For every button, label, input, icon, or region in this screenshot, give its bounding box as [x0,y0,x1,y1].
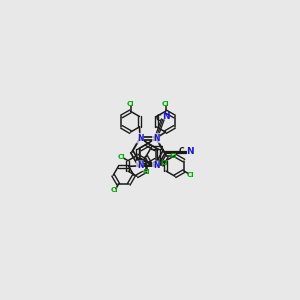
Text: N: N [153,134,159,142]
Text: Cl: Cl [170,153,178,159]
Text: C: C [156,114,162,123]
Text: Cl: Cl [186,172,194,178]
Text: N: N [162,112,170,121]
Text: Cl: Cl [111,188,119,194]
Text: Cl: Cl [161,160,168,166]
Text: Cl: Cl [162,101,169,107]
Text: N: N [186,148,194,157]
Text: N: N [137,134,143,142]
Text: Cl: Cl [127,101,134,107]
Text: N: N [137,161,143,170]
Text: Cl: Cl [143,169,150,175]
Text: N: N [153,161,159,170]
Text: Cl: Cl [118,154,126,160]
Text: C: C [178,148,184,157]
